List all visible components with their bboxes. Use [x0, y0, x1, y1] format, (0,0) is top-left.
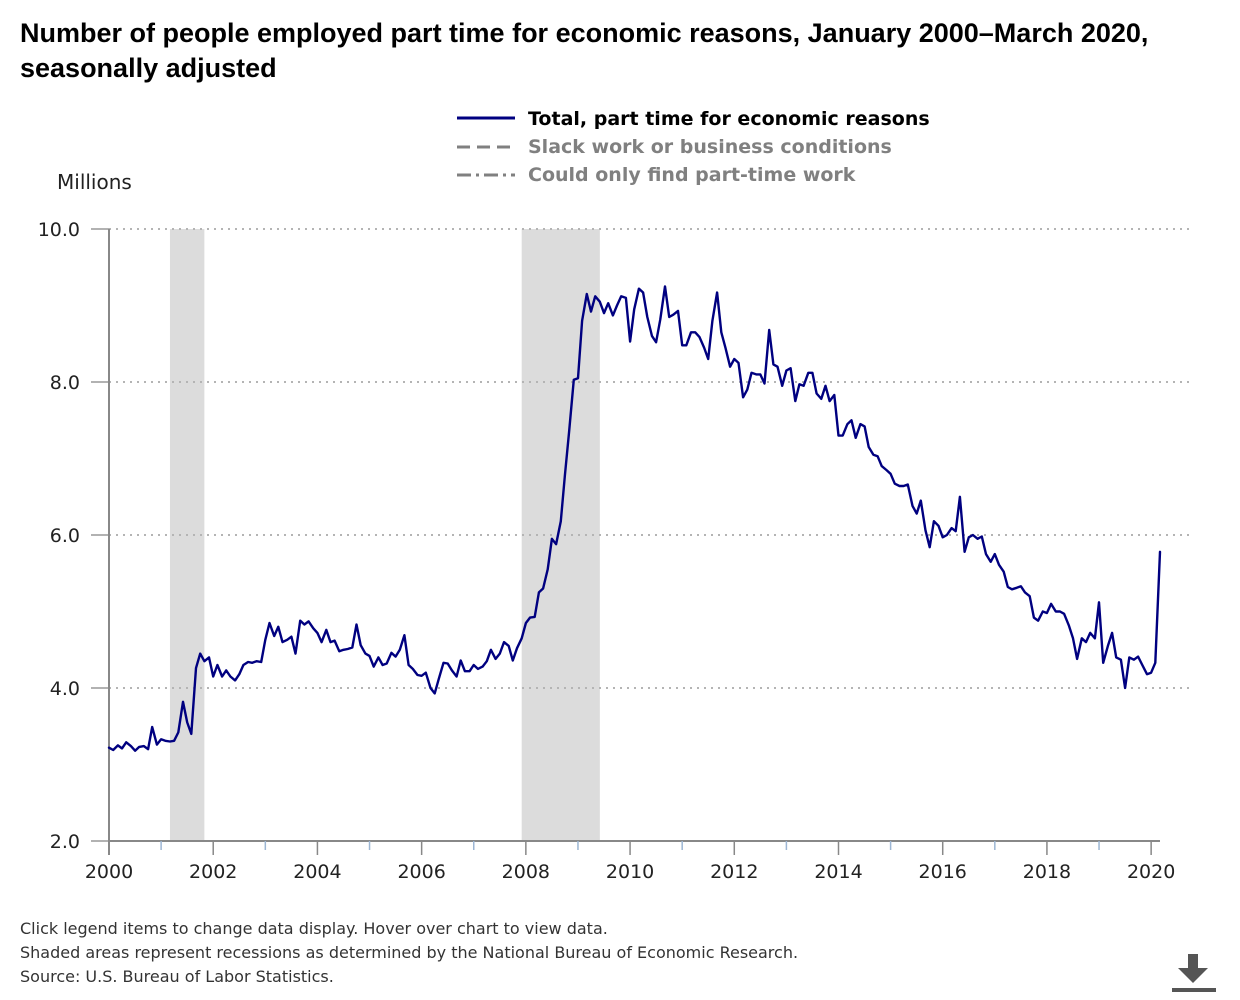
series-line-total[interactable] — [107, 285, 1162, 752]
legend-label-slack-work: Slack work or business conditions — [528, 136, 892, 158]
note-recessions: Shaded areas represent recessions as det… — [20, 943, 799, 962]
x-tick-label: 2004 — [293, 861, 341, 883]
download-button[interactable] — [1172, 950, 1218, 996]
download-icon — [1172, 954, 1216, 992]
y-tick-label: 2.0 — [50, 831, 80, 853]
note-instructions: Click legend items to change data displa… — [20, 919, 608, 938]
legend-item-slack-work[interactable]: Slack work or business conditions — [457, 136, 892, 158]
legend-label-total: Total, part time for economic reasons — [528, 108, 930, 130]
x-tick-label: 2008 — [502, 861, 550, 883]
x-tick-label: 2002 — [189, 861, 237, 883]
x-tick-label: 2010 — [606, 861, 654, 883]
chart-notes: Click legend items to change data displa… — [20, 917, 798, 989]
x-tick-label: 2020 — [1127, 861, 1175, 883]
legend-item-total[interactable]: Total, part time for economic reasons — [457, 108, 930, 130]
y-axis-label: Millions — [57, 170, 132, 194]
note-source: Source: U.S. Bureau of Labor Statistics. — [20, 967, 334, 986]
x-tick-label: 2006 — [397, 861, 445, 883]
y-tick-label: 4.0 — [50, 678, 80, 700]
legend-label-part-time-only: Could only find part-time work — [528, 164, 856, 186]
x-tick-label: 2012 — [710, 861, 758, 883]
chart-title: Number of people employed part time for … — [20, 18, 1149, 83]
y-tick-label: 8.0 — [50, 372, 80, 394]
x-tick-label: 2014 — [814, 861, 862, 883]
y-tick-label: 6.0 — [50, 525, 80, 547]
legend-item-part-time-only[interactable]: Could only find part-time work — [457, 164, 856, 186]
x-tick-label: 2000 — [85, 861, 133, 883]
x-tick-label: 2018 — [1023, 861, 1071, 883]
x-tick-label: 2016 — [919, 861, 967, 883]
recession-band — [521, 229, 600, 841]
y-tick-label: 10.0 — [38, 219, 80, 241]
